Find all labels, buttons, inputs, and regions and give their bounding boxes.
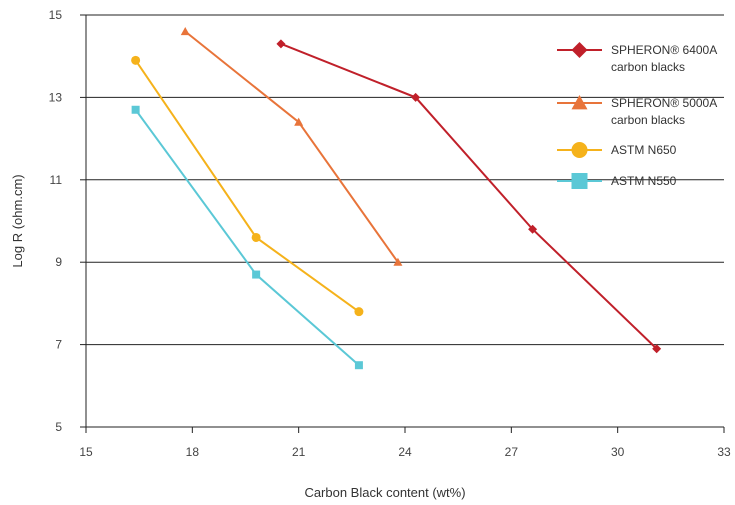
data-point — [294, 117, 304, 126]
legend-label: SPHERON® 6400A — [611, 43, 717, 57]
x-tick-label: 27 — [505, 445, 519, 459]
series-line — [184, 30, 399, 263]
data-point — [252, 270, 261, 279]
series-2 — [131, 55, 364, 317]
data-point — [652, 344, 662, 354]
legend-item-3: ASTM N550 — [557, 173, 677, 189]
data-point — [180, 26, 190, 36]
y-tick-label: 7 — [55, 338, 62, 352]
legend-item-1: SPHERON® 5000A carbon blacks — [557, 95, 717, 127]
data-point — [354, 361, 363, 370]
data-point — [528, 224, 538, 234]
y-tick-label: 5 — [55, 420, 62, 434]
series-1 — [180, 26, 403, 266]
x-tick-label: 30 — [611, 445, 625, 459]
y-tick-label: 9 — [55, 255, 62, 269]
data-point — [276, 39, 286, 49]
axis-layer: 5 7 9 11 13 15 15 18 21 24 27 30 33 — [49, 8, 731, 459]
x-axis-title: Carbon Black content (wt%) — [304, 485, 465, 500]
legend-label: SPHERON® 5000A — [611, 96, 717, 110]
data-point — [354, 307, 364, 317]
data-point — [131, 105, 140, 114]
data-point — [411, 92, 421, 102]
series-3 — [131, 105, 363, 370]
y-tick-label: 13 — [49, 90, 63, 104]
x-tick-label: 33 — [717, 445, 731, 459]
x-tick-label: 15 — [79, 445, 93, 459]
legend-marker — [571, 42, 588, 58]
data-point — [131, 55, 141, 65]
x-tick-label: 24 — [398, 445, 412, 459]
series-line — [280, 42, 658, 350]
series-layer — [131, 26, 662, 370]
series-0 — [276, 39, 662, 354]
grid-layer — [86, 14, 724, 428]
legend-label: ASTM N550 — [611, 174, 677, 188]
y-tick-label: 11 — [50, 173, 63, 187]
y-axis-title: Log R (ohm.cm) — [10, 174, 25, 267]
legend-label: ASTM N650 — [611, 143, 677, 157]
series-line — [134, 109, 360, 366]
y-tick-label: 15 — [49, 8, 63, 22]
legend-marker — [571, 173, 588, 189]
series-line — [134, 59, 360, 313]
legend-marker — [571, 95, 588, 110]
legend-label: carbon blacks — [611, 60, 685, 74]
legend-item-2: ASTM N650 — [557, 142, 677, 158]
legend-item-0: SPHERON® 6400A carbon blacks — [557, 42, 717, 74]
data-point — [393, 257, 403, 266]
x-tick-label: 21 — [292, 445, 306, 459]
legend-label: carbon blacks — [611, 113, 685, 127]
legend-marker — [571, 142, 588, 158]
data-point — [251, 232, 261, 242]
x-tick-label: 18 — [186, 445, 200, 459]
